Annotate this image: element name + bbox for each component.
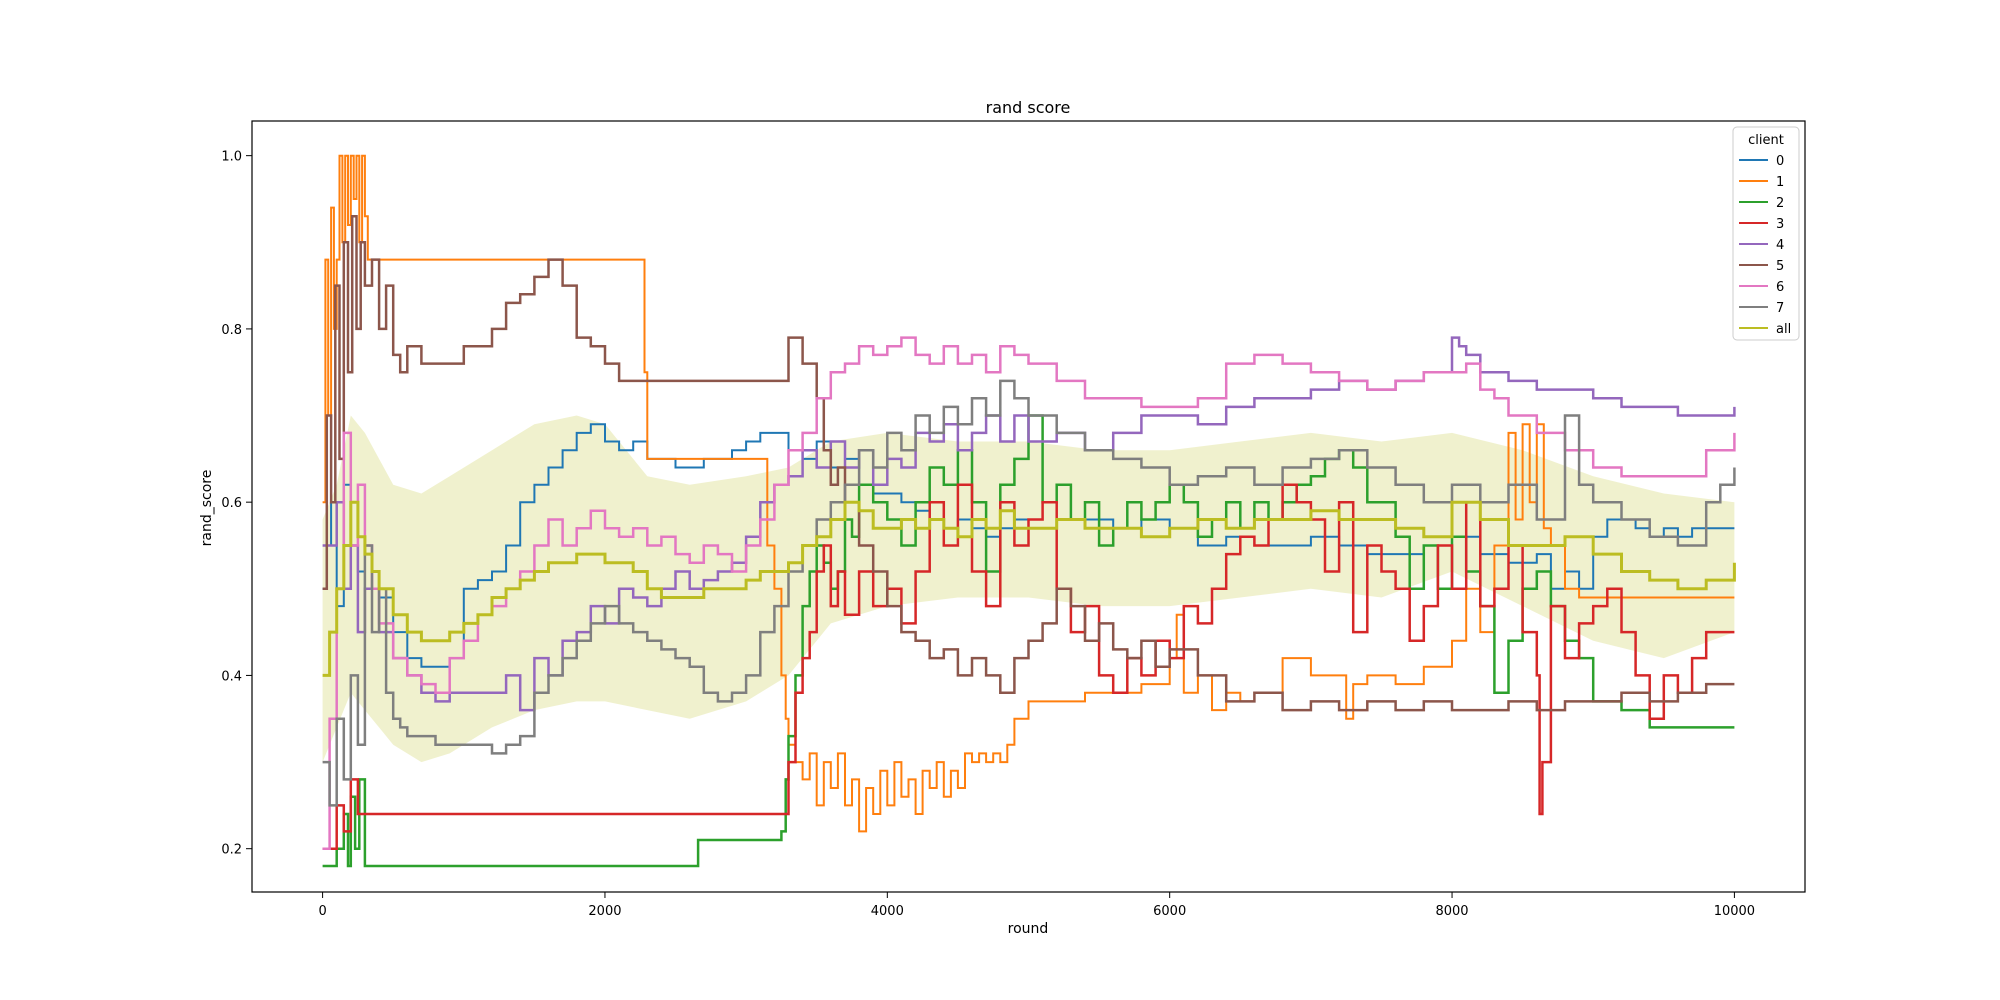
x-tick-label: 6000 xyxy=(1153,904,1186,919)
y-axis-label: rand_score xyxy=(199,470,215,547)
legend-label-2: 2 xyxy=(1776,196,1784,211)
series-layer xyxy=(322,154,1736,868)
x-axis-label: round xyxy=(1008,921,1049,937)
series-line-1 xyxy=(322,154,1735,833)
legend-label-3: 3 xyxy=(1776,217,1784,232)
legend-label-all: all xyxy=(1776,322,1791,337)
x-tick-label: 10000 xyxy=(1714,904,1755,919)
x-tick-label: 8000 xyxy=(1435,904,1468,919)
legend-label-6: 6 xyxy=(1776,280,1784,295)
legend-title: client xyxy=(1748,133,1784,148)
x-tick-label: 4000 xyxy=(871,904,904,919)
plot-area xyxy=(322,154,1736,868)
legend-label-0: 0 xyxy=(1776,154,1784,169)
series-line-all xyxy=(322,500,1736,677)
y-tick-label: 0.2 xyxy=(221,843,242,858)
series-line-3 xyxy=(322,483,1735,850)
legend-label-4: 4 xyxy=(1776,238,1784,253)
legend-items: 0 1 2 3 4 5 6 7 all xyxy=(1739,154,1791,337)
y-tick-label: 0.8 xyxy=(221,323,242,338)
y-tick-label: 1.0 xyxy=(221,150,242,165)
y-axis: 0.2 0.4 0.6 0.8 1.0 xyxy=(221,150,252,858)
chart-title: rand score xyxy=(986,98,1071,117)
x-axis: 0 2000 4000 6000 8000 10000 xyxy=(318,892,1755,919)
y-tick-label: 0.4 xyxy=(221,669,242,684)
legend-label-5: 5 xyxy=(1776,259,1784,274)
plot-frame xyxy=(251,120,1806,893)
x-tick-label: 2000 xyxy=(588,904,621,919)
legend-box xyxy=(1732,126,1800,341)
legend-label-7: 7 xyxy=(1776,301,1784,316)
series-line-5 xyxy=(322,215,1735,712)
y-tick-label: 0.6 xyxy=(221,496,242,511)
series-line-6 xyxy=(322,336,1736,850)
legend-label-1: 1 xyxy=(1776,175,1784,190)
legend: client 0 1 2 3 4 5 6 7 all xyxy=(1732,126,1800,341)
x-tick-label: 0 xyxy=(318,904,326,919)
